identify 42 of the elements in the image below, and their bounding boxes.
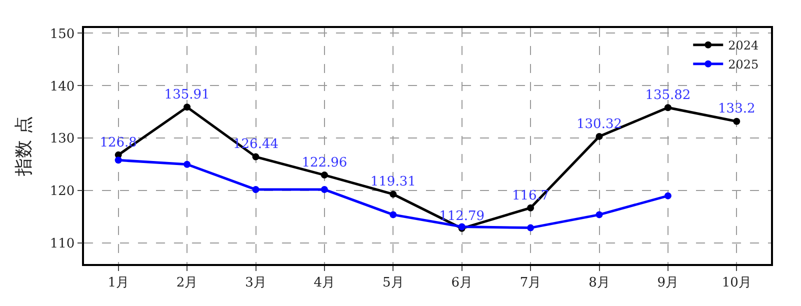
data-label: 135.82 [645, 88, 691, 103]
point [184, 160, 191, 168]
x-tick-label: 10月 [722, 275, 752, 290]
point [390, 190, 397, 198]
data-label: 122.96 [302, 155, 348, 170]
data-label: 130.32 [576, 116, 622, 132]
x-tick-label: 5月 [382, 275, 404, 290]
x-tick-label: 7月 [520, 275, 542, 290]
point [114, 156, 122, 164]
y-axis-title: 指数 点 [14, 116, 35, 177]
x-tick-label: 3月 [245, 275, 266, 290]
point [252, 153, 260, 160]
point [320, 172, 328, 179]
data-label: 133.2 [718, 102, 756, 117]
y-tick-label: 140 [50, 79, 75, 94]
x-tick-label: 1月 [108, 275, 129, 290]
x-tick-label: 6月 [451, 275, 472, 290]
legend-label: 2025 [728, 58, 759, 72]
y-tick-label: 110 [50, 236, 75, 252]
point [733, 118, 740, 125]
point [664, 104, 672, 112]
y-tick-label: 130 [50, 132, 75, 147]
data-label: 126.8 [100, 135, 137, 150]
data-label: 112.79 [439, 208, 485, 224]
data-label: 135.91 [164, 88, 210, 103]
point [596, 211, 603, 218]
data-label: 119.31 [370, 174, 416, 190]
point [390, 211, 397, 218]
point [596, 132, 603, 140]
point [184, 104, 191, 111]
x-tick-label: 2月 [176, 275, 198, 290]
point [252, 186, 260, 194]
point [527, 224, 534, 232]
point [320, 186, 328, 194]
x-tick-label: 8月 [588, 275, 610, 290]
point [527, 204, 534, 212]
x-tick-label: 9月 [657, 275, 679, 290]
y-tick-label: 150 [50, 26, 75, 42]
x-tick-label: 4月 [314, 275, 336, 290]
legend-label: 2024 [728, 38, 760, 53]
point [664, 192, 672, 200]
y-tick-label: 120 [50, 184, 75, 200]
